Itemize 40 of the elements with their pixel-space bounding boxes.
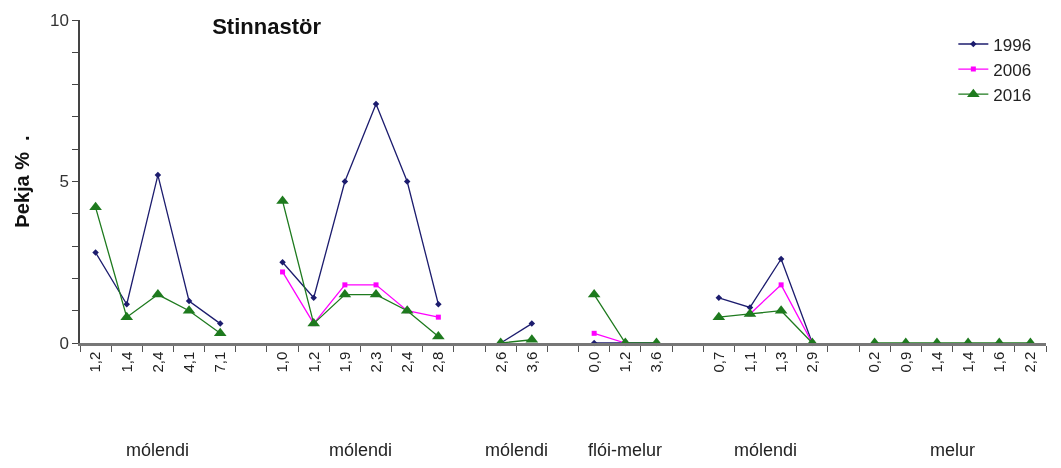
- x-tick-label: 0,7: [709, 351, 727, 373]
- x-tick-label: 1,6: [990, 351, 1008, 373]
- x-tick-label: 1,4: [117, 351, 135, 373]
- x-tick-label: 2,2: [1021, 351, 1039, 373]
- chart-title: Stinnastör: [212, 14, 322, 40]
- text: flói-melur: [588, 440, 663, 460]
- text: mólendi: [485, 440, 549, 460]
- x-tick-label: 2,9: [803, 351, 821, 373]
- x-tick-label: 4,1: [179, 351, 197, 373]
- x-tick-label: 2,4: [398, 351, 416, 373]
- y-tick-label: 10: [49, 10, 69, 30]
- x-tick-label: 1,2: [616, 351, 634, 373]
- text: mólendi: [329, 440, 393, 460]
- x-tick-label: 1,3: [772, 351, 790, 373]
- x-tick-label: 3,6: [522, 351, 540, 373]
- x-tick-label: 0,9: [896, 351, 914, 373]
- x-tick-label: 1,0: [273, 351, 291, 373]
- legend-label: 2016: [993, 85, 1032, 105]
- x-tick-label: 0,0: [585, 351, 603, 373]
- x-tick-label: 7,1: [211, 351, 229, 373]
- x-tick-label: 2,8: [429, 351, 447, 373]
- x-tick-label: 1,2: [304, 351, 322, 373]
- x-tick-label: 2,3: [366, 351, 384, 373]
- x-tick-label: 2,4: [148, 351, 166, 373]
- x-tick-label: 1,2: [86, 351, 104, 373]
- x-tick-label: 0,2: [865, 351, 883, 373]
- x-tick-label: 1,9: [335, 351, 353, 373]
- text: mólendi: [126, 440, 190, 460]
- x-tick-label: 3,6: [647, 351, 665, 373]
- legend-label: 2006: [993, 60, 1032, 80]
- x-tick-label: 1,1: [740, 351, 758, 373]
- text: mólendi: [734, 440, 798, 460]
- text: melur: [930, 440, 976, 460]
- x-tick-label: 2,6: [491, 351, 509, 373]
- y-axis-title: Þekja % .: [10, 135, 33, 228]
- x-tick-label: 1,4: [927, 351, 945, 373]
- legend-label: 1996: [993, 35, 1032, 55]
- y-tick-label: 0: [59, 333, 69, 353]
- x-tick-label: 1,4: [958, 351, 976, 373]
- y-tick-label: 5: [59, 172, 69, 192]
